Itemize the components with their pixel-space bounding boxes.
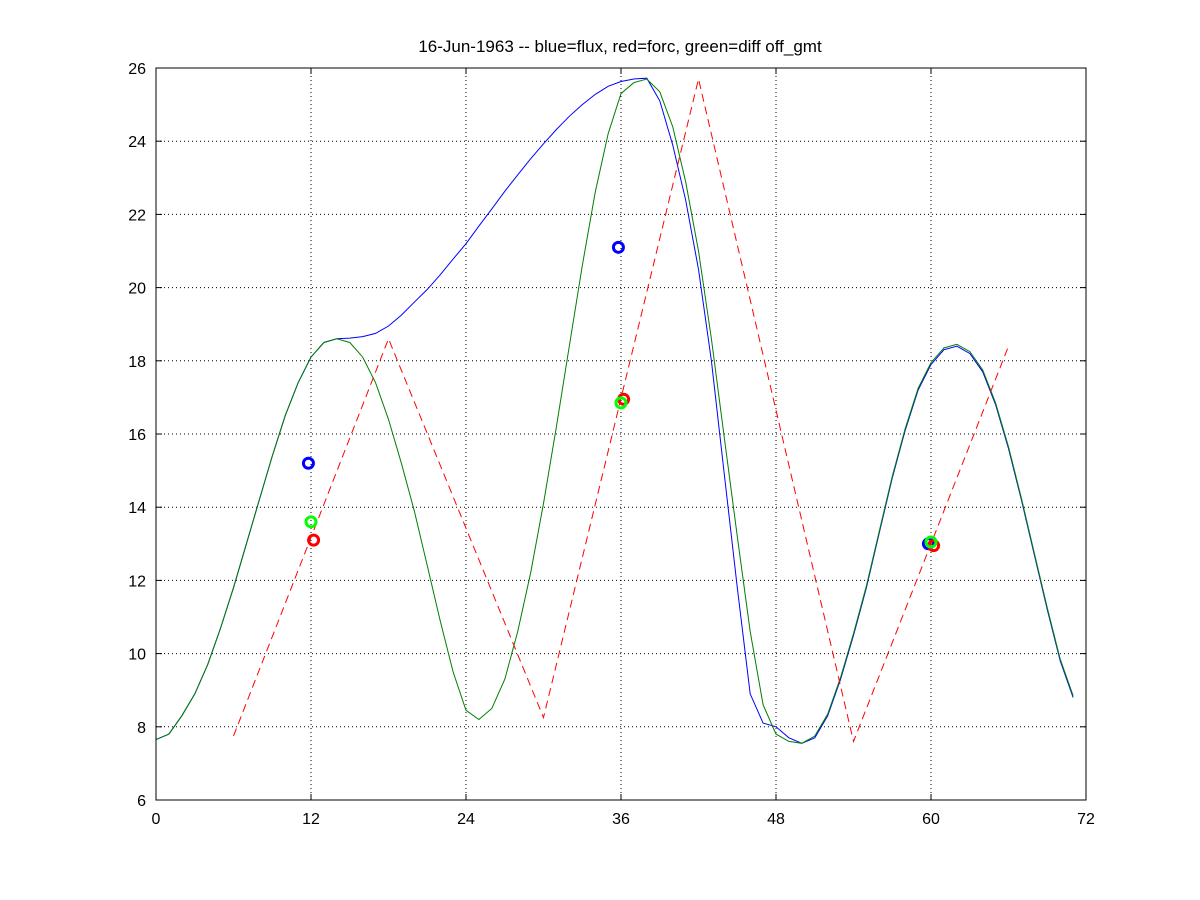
flux-point-marker bbox=[611, 240, 625, 254]
y-tick-label: 14 bbox=[128, 500, 146, 517]
flux-point-marker bbox=[301, 456, 315, 470]
tick-layer: 0 12 24 36 48 60 72 6 8 10 12 14 16 18 20 22 24 26 bbox=[128, 61, 1095, 828]
y-tick-label: 26 bbox=[128, 61, 146, 78]
x-tick-label: 24 bbox=[457, 811, 475, 828]
forc-point-marker bbox=[307, 533, 321, 547]
y-tick-label: 22 bbox=[128, 207, 146, 224]
diff_marker-point-marker bbox=[924, 535, 938, 549]
y-tick-label: 18 bbox=[128, 354, 146, 371]
y-tick-label: 16 bbox=[128, 427, 146, 444]
diff_marker-point-marker bbox=[304, 515, 318, 529]
marker-layer bbox=[301, 240, 941, 553]
y-tick-label: 10 bbox=[128, 647, 146, 664]
x-tick-label: 12 bbox=[302, 811, 320, 828]
diff_marker-point-marker bbox=[614, 396, 628, 410]
grid bbox=[156, 68, 1086, 800]
y-tick-label: 24 bbox=[128, 134, 146, 151]
x-tick-label: 0 bbox=[152, 811, 161, 828]
y-tick-label: 12 bbox=[128, 573, 146, 590]
x-tick-label: 72 bbox=[1077, 811, 1095, 828]
diff-series-line bbox=[155, 78, 1074, 744]
y-tick-label: 6 bbox=[137, 793, 146, 810]
y-tick-label: 8 bbox=[137, 720, 146, 737]
chart-title: 16-Jun-1963 -- blue=flux, red=forc, gree… bbox=[418, 37, 822, 56]
x-tick-label: 36 bbox=[612, 811, 630, 828]
x-tick-label: 60 bbox=[922, 811, 940, 828]
x-tick-label: 48 bbox=[767, 811, 785, 828]
y-tick-label: 20 bbox=[128, 281, 146, 298]
